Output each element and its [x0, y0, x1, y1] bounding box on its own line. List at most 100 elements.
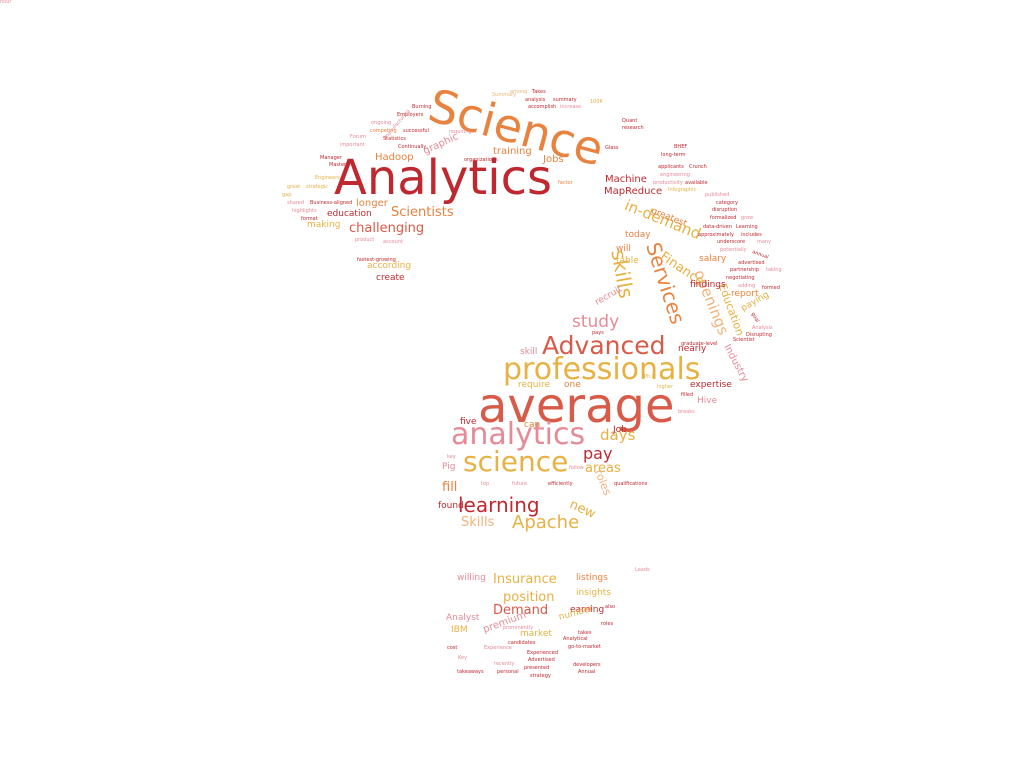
- cloud-word: expertise: [690, 380, 732, 390]
- cloud-word: Burning: [412, 104, 432, 110]
- cloud-word: insights: [576, 588, 612, 598]
- cloud-word: future: [512, 481, 528, 487]
- cloud-word: science: [463, 445, 569, 478]
- cloud-word: Apache: [512, 512, 580, 533]
- cloud-word: ongoing: [371, 120, 392, 126]
- cloud-word: hour: [0, 0, 12, 5]
- cloud-word: nearly: [678, 344, 707, 354]
- cloud-word: successful: [403, 128, 429, 134]
- cloud-word: product: [355, 237, 375, 243]
- cloud-word: pays: [592, 330, 604, 336]
- cloud-word: requiring: [449, 129, 472, 135]
- cloud-word: fastest-growing: [357, 257, 396, 263]
- cloud-word: Forum: [350, 134, 366, 140]
- cloud-word: available: [685, 180, 708, 186]
- cloud-word: Master's: [329, 162, 351, 168]
- cloud-word: Experienced: [527, 650, 559, 656]
- cloud-word: Demand: [493, 603, 549, 618]
- cloud-word: require: [518, 380, 550, 390]
- cloud-word: found: [438, 501, 464, 511]
- cloud-word: also: [605, 604, 616, 610]
- cloud-word: data-driven: [703, 224, 732, 230]
- cloud-word: study: [572, 312, 620, 332]
- cloud-word: annual: [751, 249, 770, 261]
- cloud-word: Continually: [398, 144, 427, 150]
- cloud-word: increase: [560, 104, 582, 110]
- cloud-word: graduate-level: [681, 341, 718, 347]
- cloud-word: training: [493, 146, 532, 157]
- cloud-word: includes: [741, 232, 762, 238]
- cloud-word: candidates: [508, 640, 536, 646]
- cloud-word: factor: [558, 180, 573, 186]
- cloud-word: Experience: [484, 645, 512, 651]
- cloud-word: go-to-market: [568, 644, 601, 650]
- cloud-word: IBM: [451, 625, 468, 635]
- cloud-word: partnership: [730, 267, 759, 273]
- cloud-word: earning: [570, 605, 605, 615]
- cloud-word: willing: [457, 573, 486, 583]
- cloud-word: presented: [524, 665, 550, 671]
- cloud-word: applicants: [658, 164, 684, 170]
- cloud-word: underscore: [717, 239, 746, 245]
- cloud-word: Crunch: [689, 164, 707, 170]
- cloud-word: Scientists: [391, 205, 454, 220]
- cloud-word: findings: [690, 280, 726, 290]
- cloud-word: top: [481, 481, 490, 487]
- cloud-word: highlights: [292, 208, 317, 214]
- cloud-word: days: [600, 426, 636, 444]
- cloud-word: shared: [287, 200, 305, 206]
- cloud-word: Disrupting: [746, 332, 772, 338]
- cloud-word: taking: [766, 267, 782, 273]
- cloud-word: average: [478, 378, 675, 434]
- cloud-word: developers: [573, 662, 601, 668]
- cloud-word: published: [705, 192, 730, 198]
- cloud-word: create: [376, 273, 405, 283]
- cloud-word: prominently: [503, 625, 534, 631]
- cloud-word: Industry: [721, 342, 751, 385]
- cloud-word: goal: [749, 311, 761, 324]
- cloud-word: adding: [738, 283, 756, 289]
- cloud-word: cost: [447, 645, 458, 651]
- cloud-word: Pig: [442, 462, 456, 472]
- cloud-word: fill: [442, 480, 458, 495]
- cloud-word: skill: [520, 347, 538, 357]
- cloud-word: advertised: [738, 260, 765, 266]
- cloud-word: Ph.D: [644, 374, 656, 380]
- cloud-word: research: [622, 125, 644, 131]
- cloud-word: takeaways: [457, 669, 484, 675]
- cloud-word: grow: [741, 215, 754, 221]
- cloud-word: Scientist: [733, 337, 755, 343]
- cloud-word: key: [447, 454, 456, 460]
- cloud-word: Analysis: [752, 325, 773, 331]
- cloud-word: can: [524, 420, 541, 430]
- cloud-word: Analytical: [563, 636, 588, 642]
- cloud-word: Skills: [461, 515, 495, 530]
- cloud-word: category: [716, 200, 739, 206]
- cloud-word: number: [557, 603, 595, 623]
- cloud-word: organizations: [464, 157, 498, 163]
- cloud-word: roles: [601, 621, 614, 627]
- cloud-word: disruption: [712, 207, 738, 213]
- cloud-word: Infographic: [668, 187, 697, 193]
- cloud-word: BHEF: [674, 144, 688, 150]
- cloud-word: Advanced: [542, 331, 666, 360]
- cloud-word: Statistics: [383, 136, 406, 142]
- cloud-word: engineering: [660, 172, 690, 178]
- cloud-word: longer: [356, 198, 388, 209]
- cloud-word: negotiating: [726, 275, 755, 281]
- cloud-word: Insurance: [493, 572, 557, 587]
- cloud-word: format: [301, 216, 318, 222]
- cloud-word: strategy: [530, 673, 551, 679]
- cloud-word: will: [616, 244, 631, 254]
- cloud-word: Jobs: [543, 154, 564, 165]
- cloud-word: Manager: [320, 155, 342, 161]
- cloud-word: account: [383, 239, 403, 245]
- cloud-word: recently: [494, 661, 515, 667]
- cloud-word: according: [367, 261, 412, 271]
- cloud-word: market: [520, 629, 552, 639]
- cloud-word: important: [340, 142, 365, 148]
- cloud-word: Business-aligned: [310, 200, 353, 206]
- cloud-word: Analytics: [334, 150, 552, 206]
- cloud-word: 100K: [590, 99, 603, 105]
